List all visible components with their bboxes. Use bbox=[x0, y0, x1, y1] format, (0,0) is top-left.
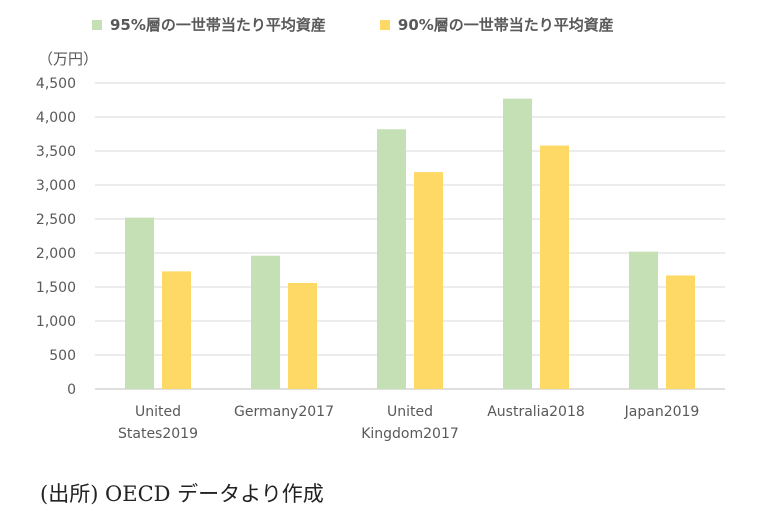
legend-label-95: 95%層の一世帯当たり平均資産 bbox=[110, 16, 326, 34]
y-tick-label: 1,500 bbox=[36, 280, 76, 296]
bar-chart: 0 500 1,000 1,500 2,000 2,500 3,000 3,500 4,000 4… bbox=[36, 76, 725, 442]
x-tick-label: Kingdom2017 bbox=[361, 426, 459, 442]
bar-series2 bbox=[288, 282, 317, 389]
source-note: (出所) OECD データより作成 bbox=[40, 482, 324, 506]
x-tick-label: Australia2018 bbox=[487, 404, 585, 420]
x-tick-label: States2019 bbox=[118, 426, 198, 442]
y-tick-label: 0 bbox=[67, 382, 76, 398]
legend-swatch-95 bbox=[92, 19, 102, 30]
bar-series2 bbox=[414, 172, 443, 389]
bar-series2 bbox=[540, 145, 569, 389]
legend-item-95: 95%層の一世帯当たり平均資産 bbox=[92, 14, 326, 35]
chart-area: 0 500 1,000 1,500 2,000 2,500 3,000 3,500 4,000 4… bbox=[36, 76, 725, 442]
y-tick-label: 3,500 bbox=[36, 144, 76, 160]
legend-label-90: 90%層の一世帯当たり平均資産 bbox=[397, 16, 614, 34]
y-tick-label: 500 bbox=[49, 348, 76, 364]
x-tick-label: United bbox=[387, 404, 433, 420]
y-axis-unit: （万円） bbox=[38, 50, 99, 68]
bar-series1 bbox=[251, 255, 280, 389]
chart-legend: 95%層の一世帯当たり平均資産 90%層の一世帯当たり平均資産 bbox=[92, 14, 614, 35]
legend-swatch-90 bbox=[379, 19, 390, 30]
legend-item-90: 90%層の一世帯当たり平均資産 bbox=[379, 14, 614, 35]
y-tick-label: 1,000 bbox=[36, 314, 76, 330]
bar-series1 bbox=[125, 217, 154, 389]
y-tick-label: 4,000 bbox=[36, 110, 76, 126]
x-tick-label: United bbox=[135, 404, 181, 420]
y-tick-label: 2,000 bbox=[36, 246, 76, 262]
bar-series2 bbox=[162, 271, 191, 389]
bar-series2 bbox=[666, 275, 695, 389]
y-tick-label: 3,000 bbox=[36, 178, 76, 194]
bar-series1 bbox=[629, 251, 658, 389]
y-tick-label: 4,500 bbox=[36, 76, 76, 92]
y-tick-label: 2,500 bbox=[36, 212, 76, 228]
bar-series1 bbox=[377, 129, 406, 390]
x-tick-label: Japan2019 bbox=[624, 404, 700, 420]
x-tick-label: Germany2017 bbox=[234, 404, 334, 420]
bar-series1 bbox=[503, 98, 532, 389]
